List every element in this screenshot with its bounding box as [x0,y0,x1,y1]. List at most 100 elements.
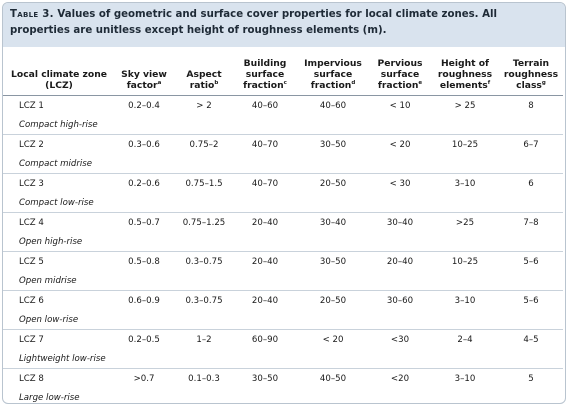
table-number: Table 3. [10,9,54,20]
column-header-line: (LCZ) [45,80,73,91]
zone-description: Open midrise [3,271,563,291]
table-body: LCZ 1 0.2–0.4 > 2 40–60 40–60 < 10 > 25 8 Compac… [3,96,563,403]
table-row: LCZ 7 0.2–0.5 1–2 60–90 < 20 <30 2–4 4–5 [3,329,563,349]
footnote-marker: a [157,80,162,86]
zone-description: Lightweight low-rise [3,349,563,369]
column-header: Building surface fractionc [233,47,297,96]
footnote-marker: g [541,80,546,86]
table-row: LCZ 3 0.2–0.6 0.75–1.5 40–70 20–50 < 30 3–10 6 [3,173,563,193]
value-cell: 30–50 [319,139,347,150]
value-cell: 20–40 [251,256,279,267]
column-header-line: surface [380,69,420,80]
column-header-line: Local climate zone [11,69,107,80]
value-cell: 0.3–0.6 [128,139,160,150]
value-cell: 10–25 [451,139,479,150]
value-cell: < 10 [389,100,411,111]
zone-name-cell: LCZ 8 [19,373,44,384]
value-cell: 0.2–0.5 [128,334,160,345]
column-header-line: Aspect [186,69,222,80]
column-header-line: Terrain [512,58,550,69]
column-header-line: Building [243,58,287,69]
table-caption: Table 3. Values of geometric and surface… [3,3,565,47]
zone-description-row: Large low-rise [3,388,563,403]
zone-description-row: Open high-rise [3,232,563,252]
column-header-line: Pervious [377,58,423,69]
value-cell: 0.5–0.8 [128,256,160,267]
zone-name-cell: LCZ 7 [19,334,44,345]
column-header-line: factor [126,80,158,91]
zone-description: Compact midrise [3,154,563,174]
value-cell: 5–6 [523,256,539,267]
zone-name-cell: LCZ 2 [19,139,44,150]
column-header: Aspect ratiob [175,47,233,96]
value-cell: 3–10 [454,373,476,384]
caption-text: Values of geometric and surface cover pr… [10,9,497,36]
value-cell: 20–40 [251,217,279,228]
column-header-line: roughness [437,69,493,80]
value-cell: 40–50 [319,373,347,384]
value-cell: <20 [390,373,410,384]
value-cell: < 20 [389,139,411,150]
value-cell: 0.5–0.7 [128,217,160,228]
zone-description: Compact high-rise [3,115,563,135]
column-header: Sky view factora [113,47,175,96]
value-cell: 6 [528,178,534,189]
column-header-line: class [516,80,542,91]
value-cell: 20–40 [251,295,279,306]
value-cell: 40–60 [251,100,279,111]
value-cell: <30 [390,334,410,345]
zone-description: Large low-rise [3,388,563,403]
value-cell: 3–10 [454,295,476,306]
header-row: Local climate zone (LCZ) Sky view factora As… [3,47,563,96]
value-cell: 0.3–0.75 [185,256,223,267]
lcz-properties-table: Local climate zone (LCZ) Sky view factora As… [3,47,563,403]
table-row: LCZ 8 >0.7 0.1–0.3 30–50 40–50 <20 3–10 5 [3,368,563,388]
value-cell: 0.75–1.25 [182,217,226,228]
zone-description-row: Compact low-rise [3,193,563,213]
column-header: Terrain roughness classg [499,47,563,96]
zone-description: Open low-rise [3,310,563,330]
value-cell: 5 [528,373,534,384]
value-cell: 0.2–0.6 [128,178,160,189]
value-cell: 0.1–0.3 [188,373,220,384]
value-cell: 0.75–2 [189,139,219,150]
footnote-marker: f [487,80,491,86]
zone-description-row: Compact midrise [3,154,563,174]
value-cell: 6–7 [523,139,539,150]
table-row: LCZ 5 0.5–0.8 0.3–0.75 20–40 30–50 20–40 10–25… [3,251,563,271]
table-row: LCZ 4 0.5–0.7 0.75–1.25 20–40 30–40 30–40 >25 7… [3,212,563,232]
value-cell: > 25 [454,100,476,111]
zone-name-cell: LCZ 5 [19,256,44,267]
value-cell: 30–40 [386,217,414,228]
footnote-marker: c [283,80,287,86]
value-cell: 60–90 [251,334,279,345]
value-cell: 40–70 [251,139,279,150]
zone-name-cell: LCZ 6 [19,295,44,306]
footnote-marker: d [351,80,356,86]
value-cell: 1–2 [196,334,212,345]
value-cell: 20–50 [319,178,347,189]
value-cell: 2–4 [457,334,473,345]
footnote-marker: b [214,80,219,86]
column-header-line: Impervious [304,58,362,69]
value-cell: 30–40 [319,217,347,228]
column-header-line: fraction [377,80,419,91]
value-cell: > 2 [196,100,212,111]
value-cell: 0.2–0.4 [128,100,160,111]
value-cell: >0.7 [133,373,155,384]
table-row: LCZ 6 0.6–0.9 0.3–0.75 20–40 20–50 30–60 3–10 5… [3,290,563,310]
value-cell: < 20 [322,334,344,345]
value-cell: 4–5 [523,334,539,345]
column-header-line: roughness [503,69,559,80]
value-cell: 3–10 [454,178,476,189]
value-cell: < 30 [389,178,411,189]
value-cell: 40–60 [319,100,347,111]
column-header: Pervious surface fractione [369,47,431,96]
value-cell: 8 [528,100,534,111]
zone-description: Open high-rise [3,232,563,252]
zone-description-row: Compact high-rise [3,115,563,135]
value-cell: 0.3–0.75 [185,295,223,306]
footnote-marker: e [418,80,423,86]
column-header-line: surface [245,69,285,80]
